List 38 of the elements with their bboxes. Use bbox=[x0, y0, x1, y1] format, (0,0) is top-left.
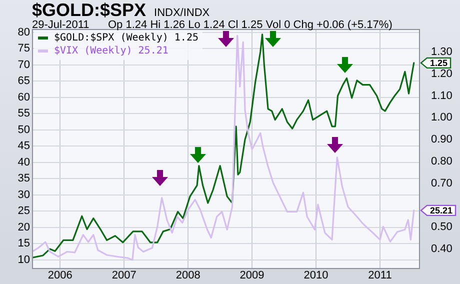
y-tick-label: 50 bbox=[18, 124, 30, 136]
x-tick-label: 2011 bbox=[368, 270, 392, 282]
y2-tick-label: 0.80 bbox=[431, 155, 452, 168]
annotation: Op 1.24 Hi 1.26 Lo 1.24 Cl 1.25 Vol 0 Chg +0.06 (+5.17%) bbox=[108, 19, 392, 31]
y-tick-label: 75 bbox=[18, 42, 30, 55]
data-label: 25.21 bbox=[430, 205, 453, 216]
x-tick-label: 2007 bbox=[112, 270, 136, 282]
y-tick-label: 20 bbox=[18, 221, 30, 234]
y2-tick-label: 1.10 bbox=[431, 90, 452, 102]
legend-label: $VIX (Weekly) 25.21 bbox=[54, 46, 168, 57]
y-tick-label: 45 bbox=[18, 140, 30, 152]
x-tick-label: 2006 bbox=[48, 270, 72, 282]
annotation: 29-Jul-2011 bbox=[32, 19, 90, 31]
legend-label: $GOLD:$SPX (Weekly) 1.25 bbox=[54, 32, 198, 44]
y2-tick-label: 0.40 bbox=[431, 242, 452, 255]
y-tick-label: 10 bbox=[18, 254, 30, 266]
y-tick-label: 60 bbox=[18, 91, 30, 104]
chart-title: $GOLD:$SPX bbox=[32, 0, 146, 20]
y-tick-label: 55 bbox=[18, 108, 30, 120]
x-tick-label: 2008 bbox=[176, 270, 200, 282]
y-tick-label: 35 bbox=[18, 172, 30, 185]
x-tick-label: 2010 bbox=[304, 270, 328, 282]
y2-tick-label: 1.20 bbox=[431, 68, 452, 80]
y-tick-label: 70 bbox=[18, 58, 30, 71]
y-tick-label: 80 bbox=[18, 26, 30, 38]
y2-tick-label: 0.90 bbox=[431, 134, 452, 146]
y-tick-label: 15 bbox=[18, 238, 30, 250]
y2-tick-label: 1.30 bbox=[431, 46, 452, 58]
y-tick-label: 30 bbox=[18, 188, 30, 201]
y-tick-label: 65 bbox=[18, 75, 30, 88]
chart-subtitle: INDX/INDX bbox=[154, 7, 210, 19]
x-tick-label: 2009 bbox=[240, 270, 264, 282]
y-tick-label: 25 bbox=[18, 205, 30, 218]
y2-tick-label: 1.00 bbox=[431, 112, 452, 124]
y2-tick-label: 0.70 bbox=[431, 177, 452, 190]
y-tick-label: 40 bbox=[18, 156, 30, 168]
y2-tick-label: 0.50 bbox=[431, 221, 452, 234]
data-label: 1.25 bbox=[430, 58, 448, 68]
